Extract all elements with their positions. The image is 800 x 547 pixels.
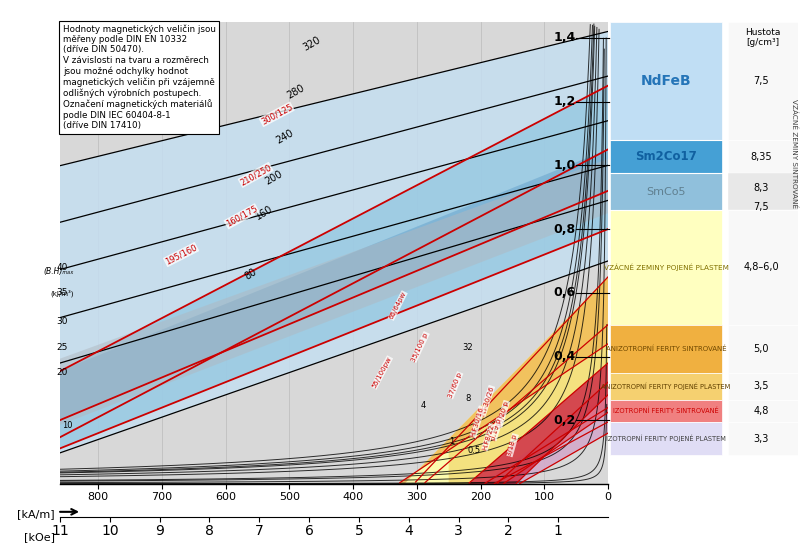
Text: H.F30/26: H.F30/26 <box>479 385 494 417</box>
Text: ANIZOTROPNÍ FERITY SINTROVANÉ: ANIZOTROPNÍ FERITY SINTROVANÉ <box>606 345 726 352</box>
Text: Hustota: Hustota <box>745 28 781 37</box>
Polygon shape <box>60 86 608 449</box>
Text: [kOe]: [kOe] <box>23 532 54 542</box>
Text: 0,4: 0,4 <box>554 350 576 363</box>
Text: 1: 1 <box>450 437 454 446</box>
Text: 200: 200 <box>263 169 284 187</box>
Text: 30: 30 <box>56 317 68 326</box>
Text: 8: 8 <box>465 393 470 403</box>
Bar <box>610 422 722 456</box>
Text: H.F30/16: H.F30/16 <box>470 406 485 438</box>
Text: 65/64pw: 65/64pw <box>388 291 407 321</box>
Text: 3,3: 3,3 <box>754 434 769 445</box>
Text: 1,0: 1,0 <box>554 159 576 172</box>
Text: 210/250: 210/250 <box>238 162 273 187</box>
Bar <box>728 325 798 373</box>
Text: IZOTROPNÍ FERITY SINTROVANÉ: IZOTROPNÍ FERITY SINTROVANÉ <box>613 408 719 414</box>
Text: ANIZOTROPNÍ FERITY POJENÉ PLASTEM: ANIZOTROPNÍ FERITY POJENÉ PLASTEM <box>602 382 730 390</box>
Text: 80: 80 <box>243 266 259 281</box>
Text: 32: 32 <box>462 342 473 352</box>
Polygon shape <box>449 344 608 484</box>
Text: [g/cm³]: [g/cm³] <box>746 38 779 47</box>
Bar <box>610 373 722 400</box>
Text: 0.5: 0.5 <box>468 446 481 455</box>
Bar <box>728 210 798 325</box>
Polygon shape <box>468 363 608 484</box>
Text: 195/160: 195/160 <box>164 243 198 266</box>
Text: IZOTROPNÍ FERITY POJENÉ PLASTEM: IZOTROPNÍ FERITY POJENÉ PLASTEM <box>606 435 726 443</box>
Polygon shape <box>503 412 608 484</box>
Text: 40: 40 <box>56 263 68 272</box>
Text: 0,8: 0,8 <box>554 223 576 236</box>
Text: 7,5: 7,5 <box>753 76 769 86</box>
Text: B: B <box>634 38 643 51</box>
Bar <box>610 22 722 140</box>
Text: p.19 p: p.19 p <box>490 418 502 441</box>
Text: 7,5: 7,5 <box>753 202 769 212</box>
Text: 8,3: 8,3 <box>754 183 769 193</box>
Bar <box>610 173 722 210</box>
Text: 4,8: 4,8 <box>754 406 769 416</box>
Text: 25: 25 <box>56 342 68 352</box>
Text: Hodnoty magnetických veličin jsou
měřeny podle DIN EN 10332
(dříve DIN 50470).
V: Hodnoty magnetických veličin jsou měřeny… <box>62 24 216 130</box>
Text: VZÁCNÉ ZEMINY POJENÉ PLASTEM: VZÁCNÉ ZEMINY POJENÉ PLASTEM <box>603 264 729 271</box>
Bar <box>610 140 722 173</box>
Text: (B.H)ₘₐₓ: (B.H)ₘₐₓ <box>43 267 74 276</box>
Text: 14/20 p: 14/20 p <box>496 400 510 428</box>
Polygon shape <box>60 159 608 425</box>
Polygon shape <box>497 382 608 484</box>
Text: 5,0: 5,0 <box>753 344 769 353</box>
Text: 55/100pw: 55/100pw <box>371 356 393 389</box>
Bar <box>610 325 722 373</box>
Polygon shape <box>405 277 608 484</box>
Text: 3,5: 3,5 <box>753 381 769 391</box>
Text: 0,6: 0,6 <box>554 286 576 299</box>
Bar <box>728 22 798 140</box>
Text: (kJ/m³): (kJ/m³) <box>50 290 74 297</box>
Text: Sm2Co17: Sm2Co17 <box>635 150 697 163</box>
Text: 35: 35 <box>56 288 68 298</box>
Polygon shape <box>60 31 608 453</box>
Bar <box>728 140 798 173</box>
Text: 4,8–6,0: 4,8–6,0 <box>743 263 778 272</box>
Bar <box>728 173 798 210</box>
Text: 320: 320 <box>301 35 322 53</box>
Polygon shape <box>60 149 608 420</box>
Text: VZÁCNÉ ZEMINY SINTROVANÉ: VZÁCNÉ ZEMINY SINTROVANÉ <box>791 98 798 208</box>
Text: 300/125: 300/125 <box>259 102 294 126</box>
Text: 3/18 p: 3/18 p <box>506 434 518 457</box>
Bar <box>610 400 722 422</box>
Bar <box>728 400 798 422</box>
Text: 37/60 p: 37/60 p <box>447 371 463 399</box>
Text: 8,35: 8,35 <box>750 152 772 161</box>
Bar <box>728 422 798 456</box>
Bar <box>728 373 798 400</box>
Text: SmCo5: SmCo5 <box>646 187 686 196</box>
Text: 280: 280 <box>286 83 306 101</box>
Text: 1,2: 1,2 <box>554 95 576 108</box>
Text: 240: 240 <box>274 127 295 146</box>
Text: 4: 4 <box>421 401 426 410</box>
Text: 160: 160 <box>254 204 274 222</box>
Text: 160/175: 160/175 <box>224 204 259 229</box>
Text: 0,2: 0,2 <box>554 414 576 427</box>
Text: NdFeB: NdFeB <box>641 74 691 88</box>
Text: 10: 10 <box>62 421 73 429</box>
Text: 20: 20 <box>56 368 68 377</box>
Bar <box>728 173 798 210</box>
Text: [kA/m]: [kA/m] <box>17 509 54 519</box>
Polygon shape <box>398 277 608 484</box>
Bar <box>610 210 722 325</box>
Text: H.F8/22: H.F8/22 <box>482 423 495 451</box>
Text: 35/100 p: 35/100 p <box>410 331 430 363</box>
Text: [T]: [T] <box>617 30 634 40</box>
Text: 1,4: 1,4 <box>554 31 576 44</box>
